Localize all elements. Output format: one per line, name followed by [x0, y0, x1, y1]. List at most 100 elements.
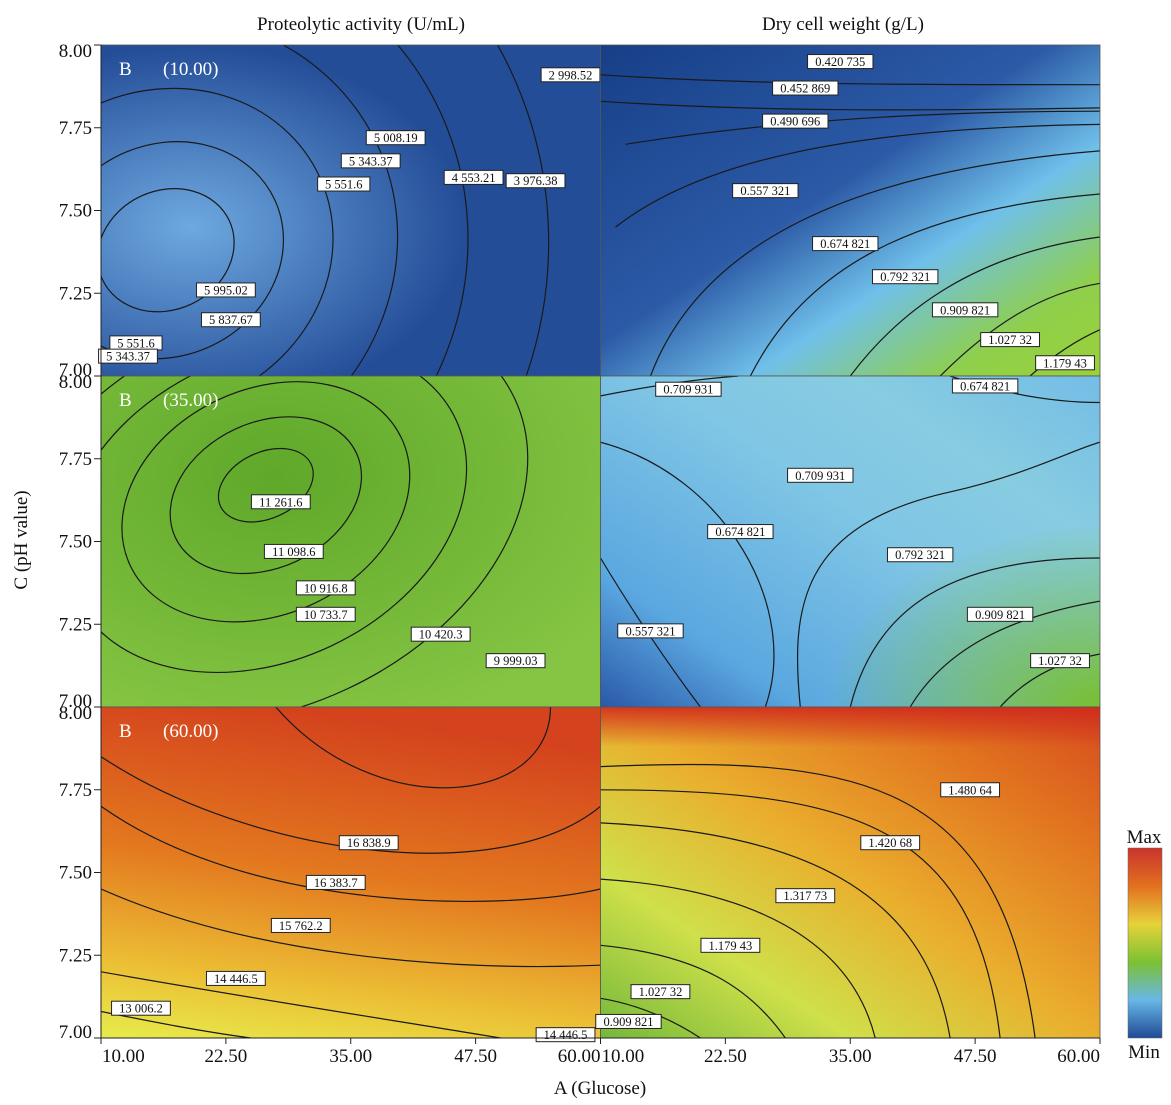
contour-label: 0.490 696 — [763, 114, 828, 129]
panel-tag-value: (35.00) — [163, 390, 218, 411]
contour-label-text: 0.709 931 — [663, 383, 713, 397]
contour-label: 2 998.52 — [541, 68, 600, 83]
contour-label-text: 5 008.19 — [374, 131, 418, 145]
contour-label-text: 2 998.52 — [549, 68, 593, 82]
y-tick-label: 7.25 — [59, 945, 92, 966]
panel-tag-letter: B — [119, 59, 132, 80]
contour-label-text: 5 551.6 — [325, 178, 363, 192]
y-tick-label: 7.25 — [59, 614, 92, 635]
x-tick-label: 47.50 — [954, 1046, 997, 1067]
contour-label-text: 10 916.8 — [304, 581, 348, 595]
contour-label-text: 11 261.6 — [259, 495, 302, 509]
contour-label-text: 1.027 32 — [639, 985, 683, 999]
contour-label-text: 13 006.2 — [119, 1002, 163, 1016]
contour-label: 5 995.02 — [196, 283, 255, 298]
contour-label-text: 5 343.37 — [349, 154, 393, 168]
contour-label: 1.027 32 — [1031, 654, 1090, 669]
contour-label: 5 551.6 — [110, 336, 162, 351]
contour-label-text: 0.557 321 — [625, 624, 675, 638]
contour-label: 16 838.9 — [339, 836, 398, 851]
contour-label-text: 0.909 821 — [940, 303, 990, 317]
contour-label: 16 383.7 — [306, 875, 365, 890]
contour-label-text: 0.909 821 — [603, 1015, 653, 1029]
contour-label: 0.674 821 — [708, 525, 773, 540]
colorbar: Max Min — [1127, 827, 1162, 1063]
contour-label: 9 999.03 — [486, 654, 545, 669]
panel-tag-letter: B — [119, 721, 132, 742]
colorbar-min-label: Min — [1128, 1042, 1160, 1063]
panel-tag-value: (60.00) — [163, 721, 218, 742]
x-tick-label: 35.00 — [829, 1046, 872, 1067]
contour-label-text: 1.179 43 — [708, 939, 752, 953]
contour-label: 0.557 321 — [733, 184, 798, 199]
contour-label-text: 0.490 696 — [770, 115, 820, 129]
contour-label: 14 446.5 — [536, 1028, 595, 1043]
contour-label-text: 16 838.9 — [347, 836, 391, 850]
contour-label: 5 343.37 — [99, 349, 158, 364]
y-axis-label: C (pH value) — [11, 490, 32, 589]
contour-label-text: 1.420 68 — [868, 836, 912, 850]
contour-label-text: 10 733.7 — [304, 608, 348, 622]
contour-label-text: 1.027 32 — [1038, 654, 1082, 668]
contour-label: 1.027 32 — [631, 985, 690, 1000]
x-axis-label: A (Glucose) — [554, 1078, 646, 1099]
y-tick-label: 7.50 — [59, 532, 92, 553]
contour-label: 1.317 73 — [776, 889, 835, 904]
panel-tag-value: (10.00) — [163, 59, 218, 80]
colorbar-gradient — [1128, 848, 1162, 1038]
contour-label-text: 0.452 869 — [780, 82, 830, 96]
contour-label-text: 4 553.21 — [452, 171, 496, 185]
contour-label-text: 0.420 735 — [815, 55, 865, 69]
y-tick-label: 7.75 — [59, 449, 92, 470]
contour-label-text: 1.317 73 — [783, 889, 827, 903]
contour-label: 1.420 68 — [861, 836, 920, 851]
contour-label-text: 1.480 64 — [948, 783, 993, 797]
contour-label: 3 976.38 — [506, 174, 565, 189]
contour-label: 1.179 43 — [701, 938, 760, 953]
contour-label: 0.674 821 — [952, 379, 1017, 394]
contour-label: 0.792 321 — [887, 548, 952, 563]
x-axis: 10.00 22.50 35.00 47.50 60.00 10.00 22.50 35.00… — [101, 1038, 1100, 1067]
contour-label: 0.909 821 — [932, 303, 997, 318]
contour-label-text: 9 999.03 — [494, 654, 538, 668]
panel-2-0: B (60.00) 16 838.9 16 383.7 15 762.2 14 446.5… — [101, 707, 601, 1042]
contour-label: 10 420.3 — [411, 627, 470, 642]
contour-label-text: 0.792 321 — [895, 548, 945, 562]
contour-label: 5 551.6 — [318, 177, 370, 192]
contour-label: 0.452 869 — [773, 81, 838, 96]
contour-label: 0.709 931 — [788, 468, 853, 483]
y-axis: 8.007.757.507.257.008.007.757.507.257.00… — [59, 41, 101, 1043]
contour-label-text: 14 446.5 — [214, 972, 258, 986]
contour-label: 1.027 32 — [981, 333, 1040, 348]
contour-label-text: 1.179 43 — [1043, 356, 1087, 370]
contour-label-text: 0.792 321 — [880, 270, 930, 284]
panel-tag-letter: B — [119, 390, 132, 411]
x-tick-label: 47.50 — [454, 1046, 497, 1067]
contour-label-text: 0.909 821 — [975, 608, 1025, 622]
contour-label: 5 343.37 — [341, 154, 400, 169]
contour-label: 0.674 821 — [813, 237, 878, 252]
y-tick-label: 7.50 — [59, 201, 92, 222]
y-tick-label: 8.00 — [59, 372, 92, 393]
y-tick-label: 7.00 — [59, 1022, 92, 1043]
contour-label: 14 446.5 — [206, 971, 265, 986]
x-tick-label: 10.00 — [602, 1046, 645, 1067]
contour-label-text: 0.674 821 — [715, 525, 765, 539]
contour-label-text: 1.027 32 — [988, 333, 1032, 347]
contour-label-text: 0.674 821 — [960, 379, 1010, 393]
contour-label: 1.480 64 — [941, 783, 1000, 798]
contour-label: 13 006.2 — [112, 1001, 171, 1016]
contour-label: 5 008.19 — [366, 131, 425, 146]
contour-label-text: 5 837.67 — [209, 313, 253, 327]
colorbar-max-label: Max — [1127, 827, 1162, 848]
contour-label: 11 098.6 — [264, 544, 323, 559]
contour-label: 0.909 821 — [967, 607, 1032, 622]
contour-label: 5 837.67 — [201, 313, 260, 328]
y-tick-label: 7.25 — [59, 283, 92, 304]
contour-label: 0.709 931 — [656, 382, 721, 397]
contour-label-text: 11 098.6 — [272, 545, 315, 559]
contour-label-text: 10 420.3 — [419, 628, 463, 642]
contour-label-text: 0.674 821 — [820, 237, 870, 251]
column-title-proteolytic: Proteolytic activity (U/mL) — [257, 14, 465, 35]
